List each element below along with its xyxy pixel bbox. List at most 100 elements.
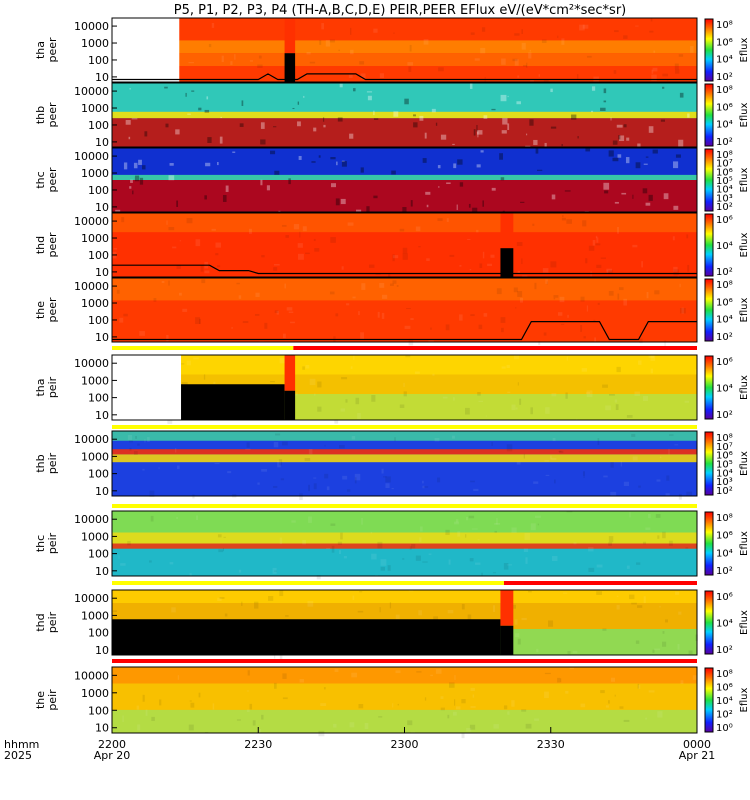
- noise-pixel: [317, 381, 322, 388]
- noise-pixel: [517, 270, 521, 274]
- noise-pixel: [273, 682, 277, 689]
- noise-pixel: [507, 711, 510, 715]
- noise-pixel: [370, 531, 373, 534]
- noise-pixel: [352, 595, 355, 600]
- noise-pixel: [414, 371, 420, 374]
- noise-pixel: [645, 202, 651, 206]
- noise-pixel: [687, 113, 690, 118]
- noise-pixel: [418, 610, 422, 616]
- noise-pixel: [579, 24, 585, 31]
- noise-pixel: [126, 732, 133, 737]
- noise-pixel: [675, 591, 680, 595]
- noise-pixel: [172, 246, 177, 249]
- noise-pixel: [426, 258, 430, 262]
- colorbar-label: Eflux: [739, 531, 750, 556]
- noise-pixel: [283, 417, 285, 424]
- noise-pixel: [543, 332, 547, 336]
- noise-pixel: [679, 92, 684, 98]
- colorbar-tick-label: 10²: [716, 202, 733, 213]
- noise-pixel: [446, 182, 451, 185]
- noise-pixel: [352, 296, 356, 299]
- noise-pixel: [679, 283, 681, 288]
- y-tick-label: 10000: [74, 592, 109, 605]
- colorbar-tick-label: 10⁸: [716, 280, 733, 291]
- colorbar: [704, 667, 714, 733]
- noise-pixel: [185, 92, 187, 97]
- noise-pixel: [403, 391, 407, 397]
- noise-pixel: [580, 296, 585, 302]
- noise-pixel: [436, 477, 441, 483]
- noise-pixel: [394, 437, 396, 442]
- noise-pixel: [469, 724, 476, 730]
- noise-pixel: [610, 462, 614, 468]
- noise-pixel: [592, 239, 596, 246]
- colorbar-tick-label: 10²: [716, 137, 733, 148]
- noise-pixel: [572, 650, 578, 654]
- noise-pixel: [582, 24, 589, 29]
- noise-pixel: [632, 194, 634, 199]
- noise-pixel: [385, 476, 391, 483]
- noise-pixel: [451, 435, 455, 439]
- noise-pixel: [257, 729, 262, 734]
- noise-pixel: [562, 215, 564, 218]
- noise-pixel: [541, 39, 547, 43]
- noise-pixel: [553, 297, 556, 300]
- noise-pixel: [241, 601, 243, 606]
- noise-pixel: [410, 318, 414, 321]
- noise-pixel: [511, 527, 517, 533]
- noise-pixel: [313, 238, 316, 242]
- noise-pixel: [409, 44, 412, 52]
- noise-pixel: [605, 405, 611, 411]
- y-tick-label: 1000: [81, 232, 109, 245]
- noise-pixel: [623, 481, 630, 487]
- noise-pixel: [274, 310, 279, 314]
- noise-pixel: [380, 566, 386, 571]
- noise-pixel: [338, 49, 340, 52]
- noise-pixel: [637, 683, 640, 689]
- noise-pixel: [576, 74, 579, 81]
- noise-pixel: [523, 453, 525, 459]
- y-tick-label: 10: [95, 485, 109, 498]
- panel-frame: [111, 17, 698, 83]
- noise-pixel: [176, 265, 181, 270]
- noise-pixel: [366, 206, 370, 212]
- colorbar-tick-label: 10⁴: [716, 120, 733, 131]
- noise-pixel: [668, 448, 670, 455]
- noise-pixel: [526, 133, 528, 136]
- noise-pixel: [313, 477, 317, 479]
- noise-pixel: [485, 415, 487, 417]
- noise-pixel: [440, 134, 447, 140]
- noise-pixel: [606, 268, 613, 272]
- noise-pixel: [142, 468, 145, 471]
- noise-pixel: [402, 253, 408, 260]
- y-tick-label: 100: [88, 548, 109, 561]
- noise-pixel: [544, 691, 549, 699]
- colorbar: [704, 590, 714, 655]
- colorbar-tick-label: 10⁶: [716, 451, 733, 462]
- noise-pixel: [261, 468, 268, 472]
- noise-pixel: [629, 594, 635, 600]
- gap-lower: [284, 53, 296, 82]
- noise-pixel: [191, 90, 195, 92]
- noise-pixel: [476, 124, 478, 132]
- energy-band: [112, 174, 697, 180]
- noise-pixel: [454, 675, 456, 680]
- x-tick-hhmm: 2200: [98, 738, 126, 751]
- noise-pixel: [517, 291, 523, 297]
- noise-pixel: [358, 311, 360, 316]
- noise-pixel: [459, 314, 463, 321]
- panel-probe-label: thb: [34, 454, 47, 472]
- noise-pixel: [487, 263, 493, 267]
- noise-pixel: [513, 287, 518, 293]
- noise-pixel: [323, 117, 325, 122]
- xlabel-hhmm: hhmm: [4, 738, 39, 751]
- noise-pixel: [654, 290, 660, 295]
- noise-pixel: [642, 188, 648, 194]
- noise-pixel: [470, 32, 475, 35]
- noise-pixel: [530, 79, 534, 84]
- gap-lower: [284, 390, 296, 420]
- noise-pixel: [561, 217, 566, 221]
- noise-pixel: [520, 201, 525, 203]
- colorbar-label: Eflux: [739, 37, 750, 62]
